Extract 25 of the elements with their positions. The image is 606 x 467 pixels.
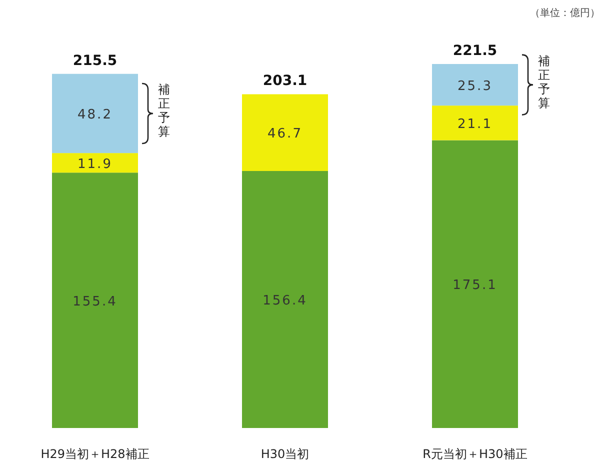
bar	[52, 172, 138, 428]
bar	[432, 140, 518, 428]
bar	[432, 64, 518, 106]
text: （単位：億円）	[530, 7, 600, 19]
data-label: 25.3	[458, 78, 492, 94]
total-label: 215.5	[72, 52, 118, 69]
data-label: 155.4	[72, 294, 118, 310]
bar	[242, 94, 328, 171]
data-label: 21.1	[458, 116, 492, 132]
x-tick-label: H30当初	[260, 447, 310, 461]
total-label: 221.5	[452, 43, 498, 59]
bar	[52, 74, 138, 154]
bar	[242, 170, 328, 428]
total-label: 203.1	[262, 73, 308, 90]
data-label: 46.7	[268, 126, 302, 142]
data-label: 175.1	[452, 278, 498, 294]
bar	[52, 153, 138, 173]
annotation: 補正予算	[158, 82, 170, 138]
data-label: 48.2	[78, 107, 112, 122]
bar	[432, 106, 518, 140]
data-label: 11.9	[78, 156, 112, 172]
x-tick-label: R元当初＋H30補正	[422, 447, 528, 461]
x-tick-label: H29当初＋H28補正	[40, 447, 150, 461]
data-label: 156.4	[262, 293, 308, 308]
annotation: 補正予算	[538, 54, 550, 110]
